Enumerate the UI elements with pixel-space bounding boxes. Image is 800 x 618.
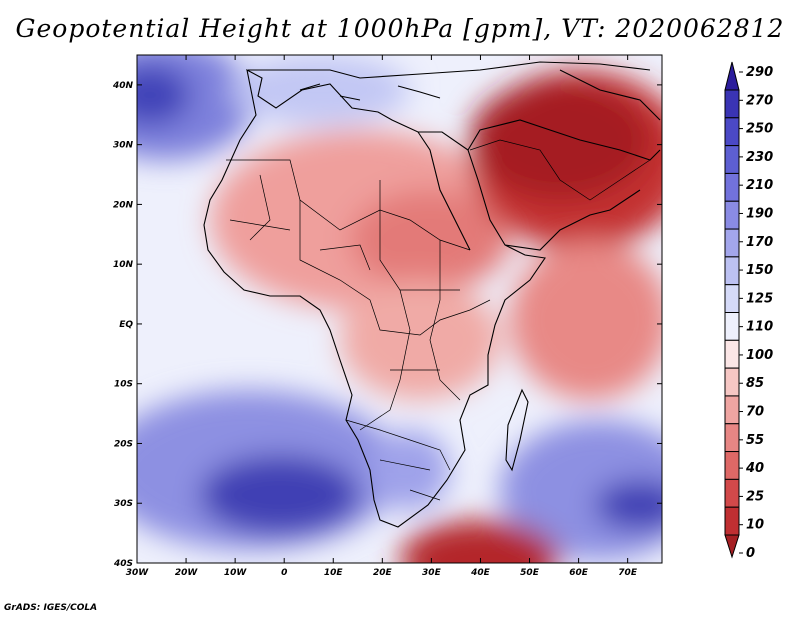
colorbar-segment [724,367,740,397]
colorbar-label: 40 [745,461,764,476]
lon-tick-label: 40E [470,568,491,578]
lat-tick-label: 30S [114,499,133,509]
lat-tick-label: 10N [113,260,134,270]
country-borders [226,139,651,501]
map-frame [136,54,663,564]
colorbar-label: 85 [746,376,764,391]
colorbar-label: 0 [746,546,755,561]
colorbar-segment [724,200,740,230]
lat-tick-label: 40S [113,559,133,569]
colorbar-label: 150 [746,263,773,278]
colorbar-segment [724,228,740,258]
colorbar-segment [724,172,740,202]
colorbar-label: 110 [746,320,773,335]
colorbar-segment [724,284,740,313]
coastlines [203,61,661,528]
lon-tick-label: 60E [569,568,589,578]
colorbar-label: 250 [746,122,773,137]
colorbar-label: 230 [746,150,773,165]
colorbar-segment [724,117,740,147]
lon-tick-label: 50E [520,568,540,578]
colorbar-label: 270 [746,93,773,108]
lat-tick-label: 20N [113,200,134,210]
colorbar-label: 290 [746,65,773,80]
lon-tick-label: 70E [618,568,638,578]
lat-tick-label: 30N [113,141,134,151]
chart-title: Geopotential Height at 1000hPa [gpm], VT… [15,14,785,43]
colorbar-segment [724,312,740,341]
colorbar-segment [724,395,740,425]
lon-tick-label: 10W [224,568,248,578]
colorbar-label: 100 [746,348,773,363]
colorbar-label: 125 [746,291,773,306]
colorbar-label: 25 [746,489,764,504]
lon-tick-label: 0 [281,568,287,578]
colorbar-segment [724,506,740,536]
lat-tick-label: EQ [119,320,133,330]
lon-tick-label: 20W [175,568,199,578]
lon-tick-label: 10E [324,568,344,578]
lon-tick-label: 30W [126,568,150,578]
lon-tick-label: 20E [373,568,393,578]
colorbar-label: 10 [746,518,764,533]
colorbar-label: 70 [746,405,764,420]
colorbar-segment [724,89,740,119]
credit-label: GrADS: IGES/COLA [4,603,98,613]
height-field [137,55,662,563]
colorbar-segment [724,339,740,369]
axis-ticks: 30W 20W 10W 0 10E 20E 30E 40E 50E 60E 70E 40N 30N 20N… [112,55,662,578]
colorbar-label: 210 [746,178,773,193]
colorbar: 2902702502302101901701501251101008570554… [724,61,773,561]
lat-tick-label: 40N [112,81,134,91]
colorbar-arrow-top [724,61,740,91]
colorbar-segment [724,423,740,453]
colorbar-arrow-bottom [724,534,740,559]
lon-tick-label: 30E [422,568,442,578]
colorbar-segment [724,478,740,508]
colorbar-segment [724,451,740,480]
lat-tick-label: 20S [114,439,133,449]
colorbar-segment [724,145,740,174]
colorbar-label: 55 [746,433,764,448]
lat-tick-label: 10S [114,380,133,390]
colorbar-label: 170 [746,235,773,250]
colorbar-segment [724,256,740,286]
colorbar-label: 190 [746,206,773,221]
